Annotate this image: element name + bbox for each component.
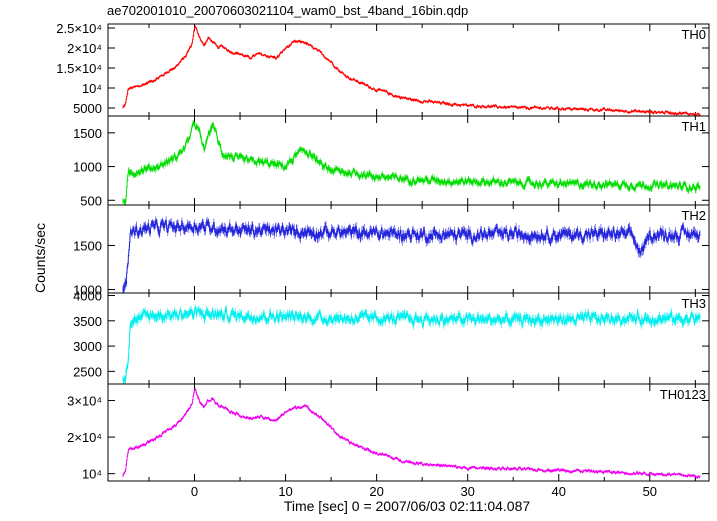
x-tick-label: 40 bbox=[552, 484, 566, 499]
x-tick-label: 0 bbox=[191, 484, 198, 499]
panel-frame bbox=[107, 23, 710, 117]
series-label: TH1 bbox=[681, 119, 706, 134]
data-line bbox=[122, 220, 701, 292]
chart-title: ae702001010_20070603021104_wam0_bst_4ban… bbox=[107, 3, 468, 18]
y-tick-label: 1000 bbox=[73, 282, 102, 297]
y-tick-label: 3500 bbox=[73, 314, 102, 329]
x-tick-label: 10 bbox=[278, 484, 292, 499]
y-tick-label: 2×10⁴ bbox=[67, 430, 102, 445]
y-tick-label: 3000 bbox=[73, 339, 102, 354]
panel-frame bbox=[107, 204, 710, 294]
panel-th2: 1000 1500 TH2 bbox=[73, 204, 710, 297]
data-line bbox=[122, 122, 701, 203]
panel-th3: 2500 3000 3500 4000 TH3 bbox=[73, 289, 710, 385]
y-tick-label: 2.5×10⁴ bbox=[56, 21, 102, 36]
series-label: TH0123 bbox=[660, 387, 706, 402]
y-tick-label: 2×10⁴ bbox=[67, 41, 102, 56]
data-line bbox=[122, 25, 701, 116]
x-tick-labels: 0 10 20 30 40 50 bbox=[191, 484, 657, 499]
y-tick-label: 1500 bbox=[73, 126, 102, 141]
y-tick-label: 1500 bbox=[73, 238, 102, 253]
x-tick-label: 30 bbox=[460, 484, 474, 499]
panel-th0: 5000 10⁴ 1.5×10⁴ 2×10⁴ 2.5×10⁴ TH0 bbox=[56, 21, 710, 117]
series-label: TH2 bbox=[681, 208, 706, 223]
x-tick-label: 50 bbox=[643, 484, 657, 499]
y-tick-label: 10⁴ bbox=[82, 467, 102, 482]
x-axis-title: Time [sec] 0 = 2007/06/03 02:11:04.087 bbox=[284, 498, 531, 514]
y-axis-title: Counts/sec bbox=[32, 223, 48, 293]
panels: 5000 10⁴ 1.5×10⁴ 2×10⁴ 2.5×10⁴ TH0 500 1000 1500… bbox=[56, 21, 710, 482]
y-tick-label: 1.5×10⁴ bbox=[56, 61, 102, 76]
series-label: TH3 bbox=[681, 296, 706, 311]
y-tick-label: 4000 bbox=[73, 289, 102, 304]
y-tick-label: 2500 bbox=[73, 364, 102, 379]
panel-th0123: 10⁴ 2×10⁴ 3×10⁴ TH0123 bbox=[67, 383, 710, 482]
y-tick-label: 3×10⁴ bbox=[67, 393, 102, 408]
panel-frame bbox=[107, 383, 710, 482]
y-tick-label: 10⁴ bbox=[82, 81, 102, 96]
y-tick-label: 500 bbox=[80, 193, 102, 208]
series-th1 bbox=[122, 120, 701, 205]
panel-frame bbox=[107, 292, 710, 385]
series-th2 bbox=[122, 216, 701, 293]
data-line bbox=[122, 388, 701, 479]
series-th0 bbox=[122, 25, 701, 116]
y-tick-label: 1000 bbox=[73, 160, 102, 175]
series-th3 bbox=[122, 304, 701, 384]
data-line bbox=[122, 307, 701, 383]
series-label: TH0 bbox=[681, 27, 706, 42]
y-tick-label: 5000 bbox=[73, 101, 102, 116]
x-tick-label: 20 bbox=[369, 484, 383, 499]
series-th0123 bbox=[122, 387, 701, 479]
panel-th1: 500 1000 1500 TH1 bbox=[73, 115, 710, 208]
